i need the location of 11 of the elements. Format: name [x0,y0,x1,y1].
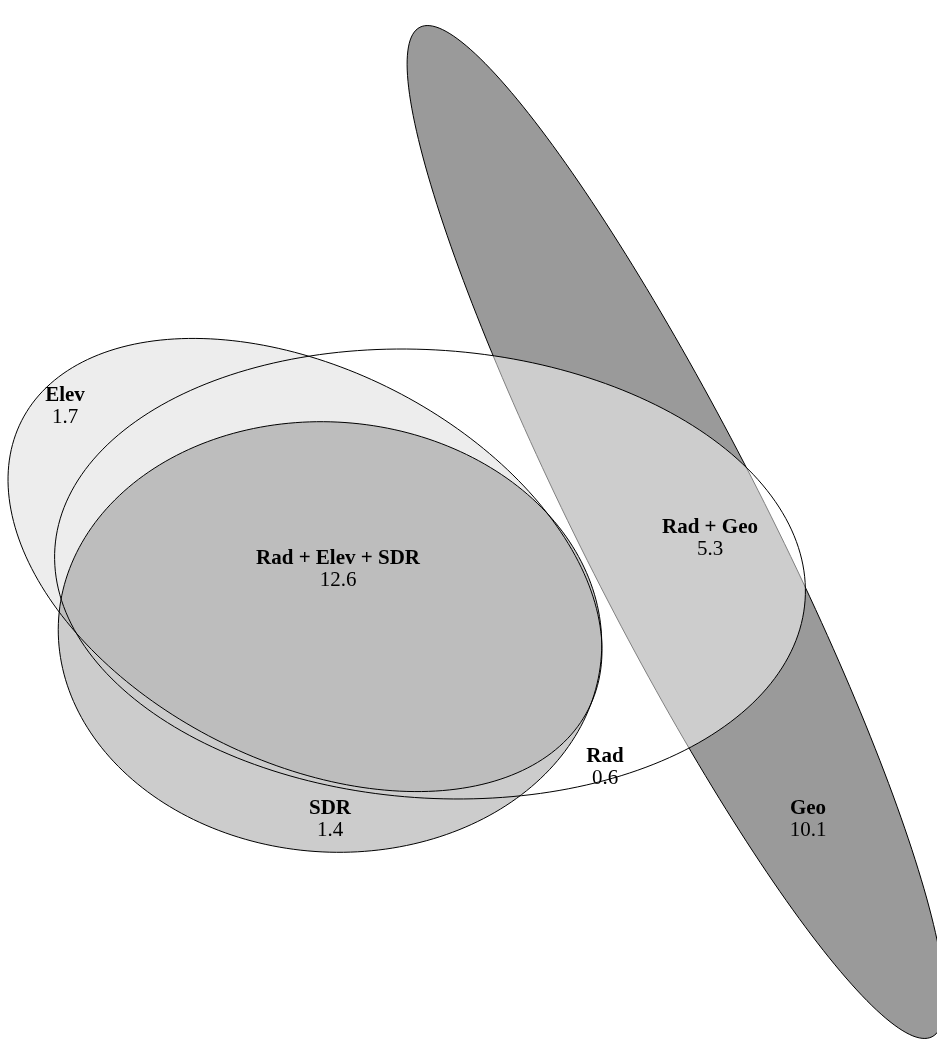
category-label: Rad [586,743,624,767]
category-label: SDR [308,795,352,819]
category-label: Rad + Geo [662,514,758,538]
data-label: 1.7 [51,404,79,428]
data-label: 12.6 [319,567,357,591]
category-label: Geo [789,795,827,819]
category-label: Rad + Elev + SDR [256,545,421,569]
data-label: 10.1 [789,817,827,841]
category-label: Elev [45,382,86,406]
data-label: 5.3 [696,536,724,560]
data-label: 1.4 [316,817,344,841]
